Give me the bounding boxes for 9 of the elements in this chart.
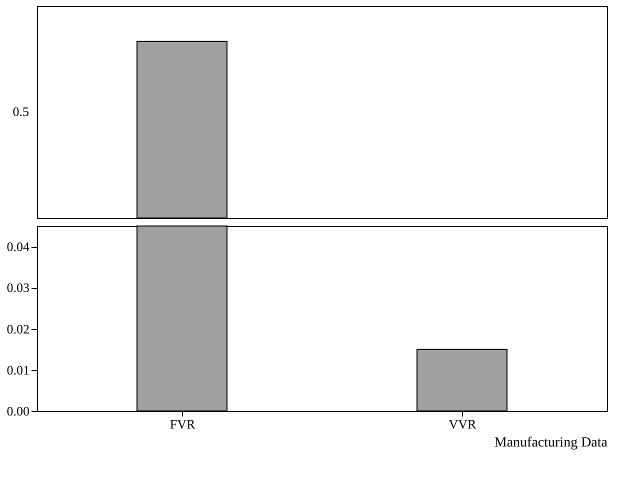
x-axis-title: Manufacturing Data xyxy=(494,436,608,450)
x-tick-label: VVR xyxy=(448,416,477,432)
text: 0.5 xyxy=(12,104,29,119)
y-tick-label: 0.03 xyxy=(6,280,30,296)
x-tick-label: FVR xyxy=(170,416,196,432)
y-tick-label: 0.01 xyxy=(6,362,30,378)
y-tick-label: 0.02 xyxy=(6,321,30,336)
y-tick-label: 0.00 xyxy=(6,404,30,418)
y-tick-label: 0.04 xyxy=(6,239,30,254)
